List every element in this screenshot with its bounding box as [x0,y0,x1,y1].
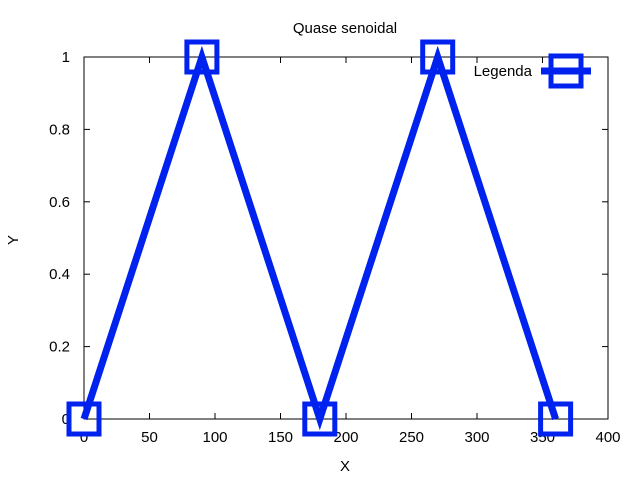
legend-marker-swatch [548,53,584,89]
data-point-marker [66,401,102,437]
data-point-marker [184,39,220,75]
x-tick-label: 150 [268,429,293,446]
chart-title: Quase senoidal [293,20,397,37]
legend: Legenda [474,53,591,89]
data-point-marker [538,401,574,437]
x-tick-label: 50 [141,429,158,446]
series-layer [66,39,574,437]
y-tick-label: 1 [62,49,70,66]
data-point-marker [420,39,456,75]
x-tick-label: 0 [80,429,88,446]
y-tick-label: 0.8 [49,121,70,138]
y-tick-label: 0.2 [49,339,70,356]
y-tick-label: 0.6 [49,194,70,211]
x-tick-label: 300 [464,429,489,446]
x-tick-label: 100 [202,429,227,446]
y-tick-label: 0 [62,411,70,428]
y-tick-label: 0.4 [49,266,70,283]
series-line [80,45,559,431]
x-tick-label: 400 [595,429,620,446]
x-tick-label: 250 [399,429,424,446]
data-point-marker [302,401,338,437]
legend-label: Legenda [474,63,533,80]
x-axis-label: X [340,458,350,475]
y-axis-label: Y [5,235,22,245]
x-tick-label: 200 [333,429,358,446]
plot-frame [83,56,609,420]
